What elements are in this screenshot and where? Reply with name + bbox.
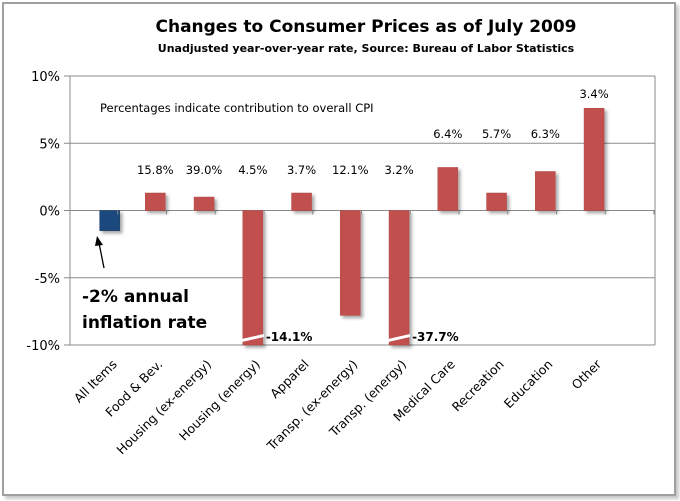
cpi-weight-label: 6.3% [531, 127, 560, 141]
category-label: Apparel [267, 357, 312, 402]
cpi-weight-label: 3.7% [287, 163, 316, 177]
y-tick-label: -10% [26, 339, 60, 354]
bar-recreation [486, 192, 507, 211]
bar-other [583, 108, 605, 211]
broken-bar-value-label: -37.7% [412, 330, 459, 344]
bar-education [535, 171, 556, 211]
cpi-weight-label: 12.1% [332, 163, 369, 177]
annotation-line1: -2% annual [82, 287, 189, 307]
bar-housing-energy- [242, 210, 264, 346]
bar-medical-care [437, 167, 459, 211]
category-label: Housing (ex-energy) [113, 357, 214, 458]
category-label: Transp. (ex-energy) [263, 357, 360, 454]
axis-break-marker [241, 334, 264, 342]
broken-bar-value-label: -14.1% [266, 330, 313, 344]
category-label: Housing (energy) [176, 357, 263, 444]
cpi-weight-label: 6.4% [433, 127, 462, 141]
y-tick-label: -5% [35, 272, 60, 287]
y-tick-label: 0% [39, 205, 60, 220]
annotation-line2: inflation rate [82, 313, 207, 333]
cpi-weight-label: 15.8% [137, 163, 174, 177]
y-tick-label: 10% [31, 70, 60, 85]
bar-transp-ex-energy- [340, 210, 361, 316]
category-label: Education [501, 357, 556, 412]
chart-subtitle: Unadjusted year-over-year rate, Source: … [158, 42, 575, 55]
cpi-weight-label: 5.7% [482, 127, 511, 141]
annotation-arrow-line [98, 242, 105, 269]
annotation-arrowhead [95, 236, 103, 246]
cpi-weight-label: 3.2% [384, 163, 413, 177]
bar-housing-ex-energy- [193, 196, 215, 211]
chart-note: Percentages indicate contribution to ove… [100, 101, 374, 115]
chart-frame [2, 2, 676, 496]
cpi-weight-label: 39.0% [186, 163, 223, 177]
category-label: Recreation [449, 357, 507, 415]
category-label: Other [568, 356, 604, 392]
cpi-weight-label: 3.4% [579, 87, 608, 101]
bar-food-bev- [145, 192, 166, 211]
y-tick-label: 5% [39, 137, 60, 152]
bar-transp-energy- [388, 210, 410, 346]
bar-apparel [291, 192, 312, 211]
bar-all-items [99, 210, 120, 231]
axis-break-marker [388, 334, 411, 342]
chart-title: Changes to Consumer Prices as of July 20… [155, 17, 576, 37]
cpi-weight-label: 4.5% [238, 163, 267, 177]
